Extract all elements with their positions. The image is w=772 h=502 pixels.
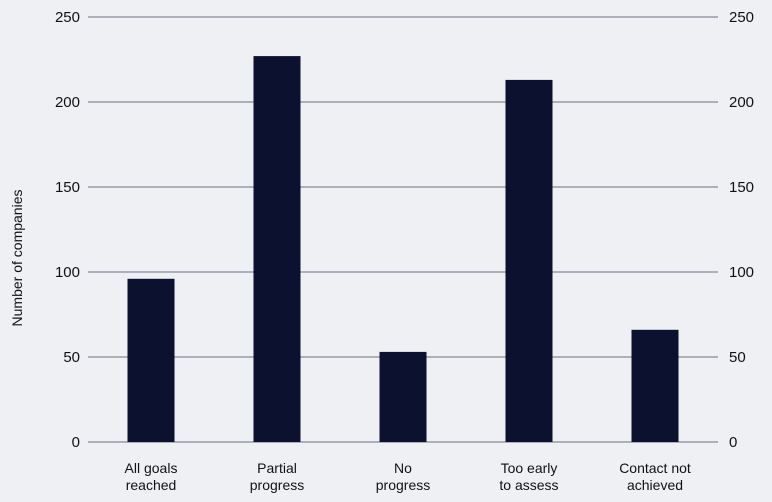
- x-tick-label: All goals reached: [125, 460, 178, 493]
- y-tick-label-left: 50: [63, 349, 80, 366]
- y-tick-label-left: 250: [55, 9, 80, 26]
- bar: [127, 278, 175, 442]
- right-y-axis: 0 50 100 150 200 250: [729, 9, 754, 451]
- y-tick-label-left: 200: [55, 94, 80, 111]
- bars: [127, 56, 679, 443]
- bar: [379, 351, 427, 442]
- x-axis-labels: All goals reached Partial progress No progres…: [125, 460, 691, 493]
- y-tick-label-right: 50: [729, 349, 746, 366]
- y-tick-label-left: 100: [55, 264, 80, 281]
- gridlines: [88, 16, 718, 443]
- y-tick-label-right: 0: [729, 434, 737, 451]
- bar: [631, 329, 679, 442]
- y-tick-label-left: 0: [72, 434, 80, 451]
- x-tick-label: No progress: [376, 460, 430, 493]
- y-tick-label-right: 250: [729, 9, 754, 26]
- x-tick-label: Too early to assess: [499, 460, 558, 493]
- y-tick-label-right: 100: [729, 264, 754, 281]
- x-tick-label: Partial progress: [250, 460, 304, 493]
- y-tick-label-left: 150: [55, 179, 80, 196]
- y-tick-label-right: 200: [729, 94, 754, 111]
- x-tick-label: Contact not achieved: [619, 460, 691, 493]
- bar: [505, 79, 553, 443]
- left-y-axis: 0 50 100 150 200 250: [55, 9, 80, 451]
- bar: [253, 56, 301, 442]
- y-axis-title: Number of companies: [9, 190, 25, 327]
- y-tick-label-right: 150: [729, 179, 754, 196]
